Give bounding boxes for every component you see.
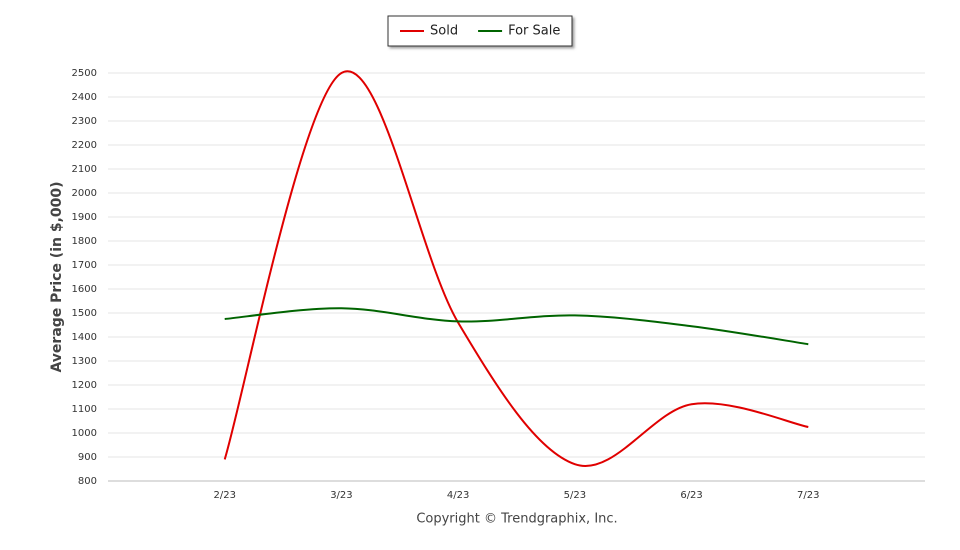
y-tick-label: 1100 [72,404,97,415]
y-tick-label: 1800 [72,236,97,247]
series-line [223,70,809,467]
x-tick-label: 5/23 [564,490,586,501]
y-tick-label: 800 [78,476,97,487]
series-line [224,307,809,346]
legend-label: For Sale [508,24,560,39]
y-tick-label: 1200 [72,380,97,391]
y-tick-label: 2500 [72,68,97,79]
y-tick-label: 2000 [72,188,97,199]
y-tick-label: 1400 [72,332,97,343]
x-tick-label: 3/23 [330,490,352,501]
x-tick-label: 2/23 [213,490,235,501]
y-tick-label: 1600 [72,284,97,295]
legend: Sold For Sale [387,15,573,47]
y-tick-label: 2200 [72,140,97,151]
y-tick-label: 1000 [72,428,97,439]
y-axis-label: Average Price (in $,000) [49,181,65,372]
x-tick-label: 6/23 [680,490,702,501]
y-tick-label: 1500 [72,308,97,319]
legend-label: Sold [430,24,458,39]
y-tick-label: 1300 [72,356,97,367]
y-tick-label: 2100 [72,164,97,175]
source-note: Copyright © Trendgraphix, Inc. [416,512,617,527]
y-tick-label: 2300 [72,116,97,127]
y-tick-label: 2400 [72,92,97,103]
y-tick-label: 1700 [72,260,97,271]
y-tick-label: 900 [78,452,97,463]
x-tick-label: 4/23 [447,490,469,501]
x-tick-label: 7/23 [797,490,819,501]
y-tick-label: 1900 [72,212,97,223]
